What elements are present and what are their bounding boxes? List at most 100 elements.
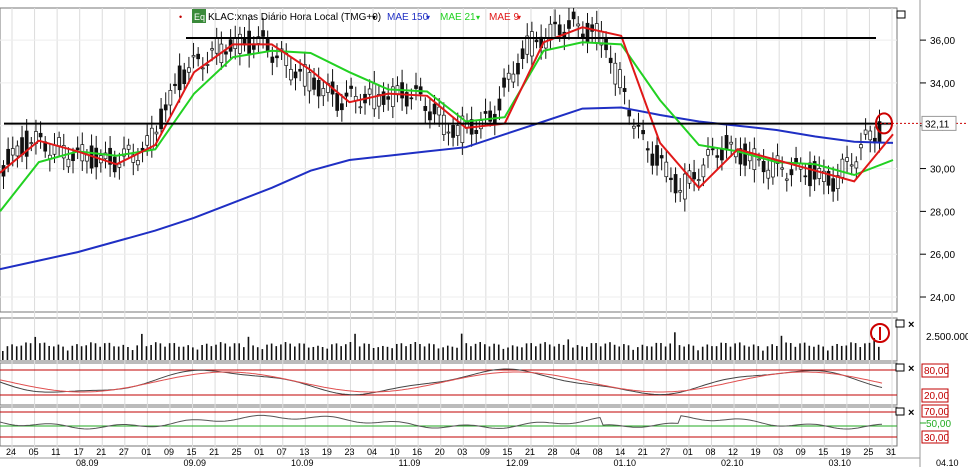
volume-bar [627, 345, 630, 360]
x-day-label: 09 [164, 447, 174, 457]
price-panel[interactable] [0, 7, 898, 313]
volume-bar [312, 346, 315, 360]
stochastic-panel[interactable] [0, 362, 898, 406]
candle-body [38, 132, 43, 138]
candle-body [701, 164, 706, 178]
candle-body [590, 24, 594, 32]
candle-body [720, 148, 724, 161]
legend-mae150[interactable]: MAE 150 [387, 12, 429, 23]
x-day-label: 14 [615, 447, 625, 457]
legend-mae150-dropdown-icon[interactable]: ▾ [426, 13, 430, 22]
volume-bar [836, 343, 838, 360]
legend-ticker[interactable]: KLAC:xnas Diário Hora Local (TMG+0) [208, 12, 381, 23]
volume-bar [530, 343, 532, 360]
volume-bar [34, 336, 37, 360]
candle-body [784, 178, 789, 181]
volume-bar [29, 343, 32, 360]
candle-body [349, 85, 353, 89]
volume-bar [878, 346, 880, 360]
volume-bar [210, 346, 213, 360]
candle-body [289, 68, 293, 81]
candle-body [196, 53, 201, 60]
volume-bar [108, 342, 111, 360]
candle-body [622, 88, 627, 92]
volume-bar [595, 343, 597, 360]
candle-body [641, 130, 645, 135]
volume-bar [192, 347, 194, 360]
volume-bar [586, 346, 588, 360]
rsi-panel-maximize-button[interactable] [895, 407, 905, 416]
x-day-label: 25 [232, 447, 242, 457]
candle-body [868, 130, 873, 141]
volume-bar [845, 345, 848, 360]
candle-body [404, 92, 409, 107]
volume-bar [813, 346, 815, 360]
candle-body [205, 64, 210, 66]
volume-panel-maximize-button[interactable] [895, 319, 905, 328]
candle-body [321, 88, 326, 97]
candle-body [585, 22, 590, 43]
volume-bar [349, 342, 352, 360]
volume-bar [780, 335, 783, 360]
legend-mae21[interactable]: MAE 21 [440, 12, 476, 23]
candle-body [520, 48, 525, 60]
stoch-panel-close-icon[interactable]: × [908, 363, 914, 375]
volume-bar [562, 344, 565, 360]
candle-body [293, 71, 298, 79]
volume-bar [215, 344, 217, 360]
volume-circle [870, 323, 890, 343]
stoch-panel-maximize-button[interactable] [895, 363, 905, 372]
volume-bar [827, 350, 829, 360]
volume-bar [757, 346, 760, 360]
volume-bar [243, 347, 245, 360]
x-day-label: 28 [548, 447, 558, 457]
volume-bar [173, 343, 176, 360]
legend-dropdown-icon[interactable]: ▾ [372, 13, 376, 22]
x-day-label: 23 [344, 447, 354, 457]
volume-bar [289, 343, 291, 360]
candle-body [52, 144, 57, 155]
volume-bar [433, 344, 435, 360]
x-axis-days: 24 05 11 17 21 27 01 09 15 21 25 01 07 13 19 23 04 10 16 20… [6, 447, 896, 457]
candle-body [446, 131, 451, 134]
volume-bar [831, 345, 834, 360]
volume-bar [6, 346, 9, 360]
volume-bar [131, 350, 134, 360]
volume-bar [604, 343, 607, 360]
candle-body [247, 30, 252, 56]
candle-body [6, 148, 10, 165]
candle-body [669, 177, 673, 181]
volume-bar [785, 342, 787, 360]
legend-mae21-dropdown-icon[interactable]: ▾ [476, 13, 480, 22]
candle-body [474, 130, 479, 134]
volume-bar [850, 342, 852, 360]
volume-bars [2, 332, 880, 360]
candle-body [437, 106, 442, 116]
volume-bar [854, 343, 857, 360]
rsi-panel-close-icon[interactable]: × [908, 407, 914, 419]
volume-bar [535, 346, 537, 360]
volume-bar [572, 347, 574, 360]
volume-bar [511, 345, 514, 360]
volume-bar [581, 346, 583, 360]
candle-body [706, 149, 710, 156]
legend-mae9[interactable]: MAE 9 [489, 12, 519, 23]
legend-mae9-dropdown-icon[interactable]: ▾ [517, 13, 521, 22]
candle-body [530, 31, 534, 57]
x-day-label: 09 [796, 447, 806, 457]
volume-panel-close-icon[interactable]: × [908, 319, 914, 331]
volume-bar [48, 345, 50, 360]
price-panel-maximize-button[interactable] [896, 10, 906, 19]
candle-body [126, 144, 131, 150]
volume-bar [219, 342, 222, 360]
current-price-circle [875, 112, 893, 135]
candle-body [136, 160, 140, 166]
candle-body [789, 169, 794, 176]
candle-body [316, 80, 321, 97]
candle-body [261, 30, 265, 37]
volume-bar [298, 343, 301, 360]
candle-body [140, 147, 145, 151]
candle-body [497, 98, 502, 111]
